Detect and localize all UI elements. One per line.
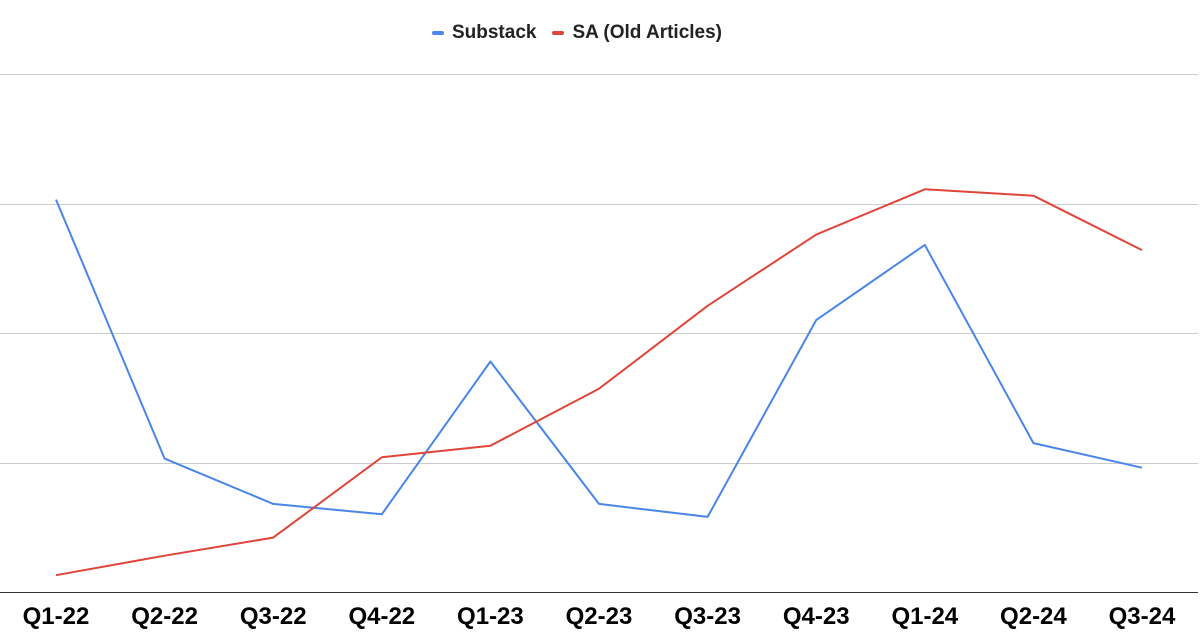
data-point-sa-old-articles xyxy=(381,456,383,458)
legend-label-sa-old-articles: SA (Old Articles) xyxy=(572,22,723,43)
series-line-sa-old-articles xyxy=(55,188,1143,577)
data-point-sa-old-articles xyxy=(1032,195,1034,197)
data-point-substack xyxy=(924,244,926,246)
legend-item-substack: Substack xyxy=(431,22,537,44)
x-tick-label: Q1-24 xyxy=(891,603,958,630)
x-tick-label: Q2-24 xyxy=(1000,603,1067,630)
legend-item-sa-old-articles: SA (Old Articles) xyxy=(552,22,722,44)
x-tick-label: Q3-24 xyxy=(1109,603,1176,630)
data-point-substack xyxy=(272,503,274,505)
data-point-sa-old-articles xyxy=(489,445,491,447)
x-tick-label: Q2-22 xyxy=(131,603,198,630)
data-point-sa-old-articles xyxy=(924,188,926,190)
legend: Substack SA (Old Articles) xyxy=(0,22,1154,44)
data-point-substack xyxy=(1032,442,1034,444)
data-point-sa-old-articles xyxy=(1141,249,1143,251)
data-point-sa-old-articles xyxy=(272,537,274,539)
data-point-substack xyxy=(707,516,709,518)
data-point-substack xyxy=(164,458,166,460)
data-point-substack xyxy=(1141,467,1143,469)
data-point-sa-old-articles xyxy=(55,574,57,576)
x-tick-label: Q4-22 xyxy=(348,603,415,630)
data-point-sa-old-articles xyxy=(598,388,600,390)
x-tick-label: Q3-22 xyxy=(240,603,307,630)
data-point-substack xyxy=(381,513,383,515)
legend-swatch-sa-old-articles xyxy=(552,31,565,35)
series-line-substack xyxy=(55,199,1143,518)
x-tick-label: Q1-22 xyxy=(23,603,90,630)
data-point-sa-old-articles xyxy=(815,234,817,236)
data-point-substack xyxy=(815,319,817,321)
data-point-substack xyxy=(55,199,57,201)
data-point-sa-old-articles xyxy=(164,555,166,557)
x-tick-label: Q4-23 xyxy=(783,603,850,630)
data-point-substack xyxy=(598,503,600,505)
x-tick-label: Q3-23 xyxy=(674,603,741,630)
data-point-substack xyxy=(489,360,491,362)
x-tick-label: Q1-23 xyxy=(457,603,524,630)
legend-label-substack: Substack xyxy=(451,22,537,43)
x-tick-label: Q2-23 xyxy=(566,603,633,630)
legend-swatch-substack xyxy=(431,31,444,35)
data-point-sa-old-articles xyxy=(707,305,709,307)
